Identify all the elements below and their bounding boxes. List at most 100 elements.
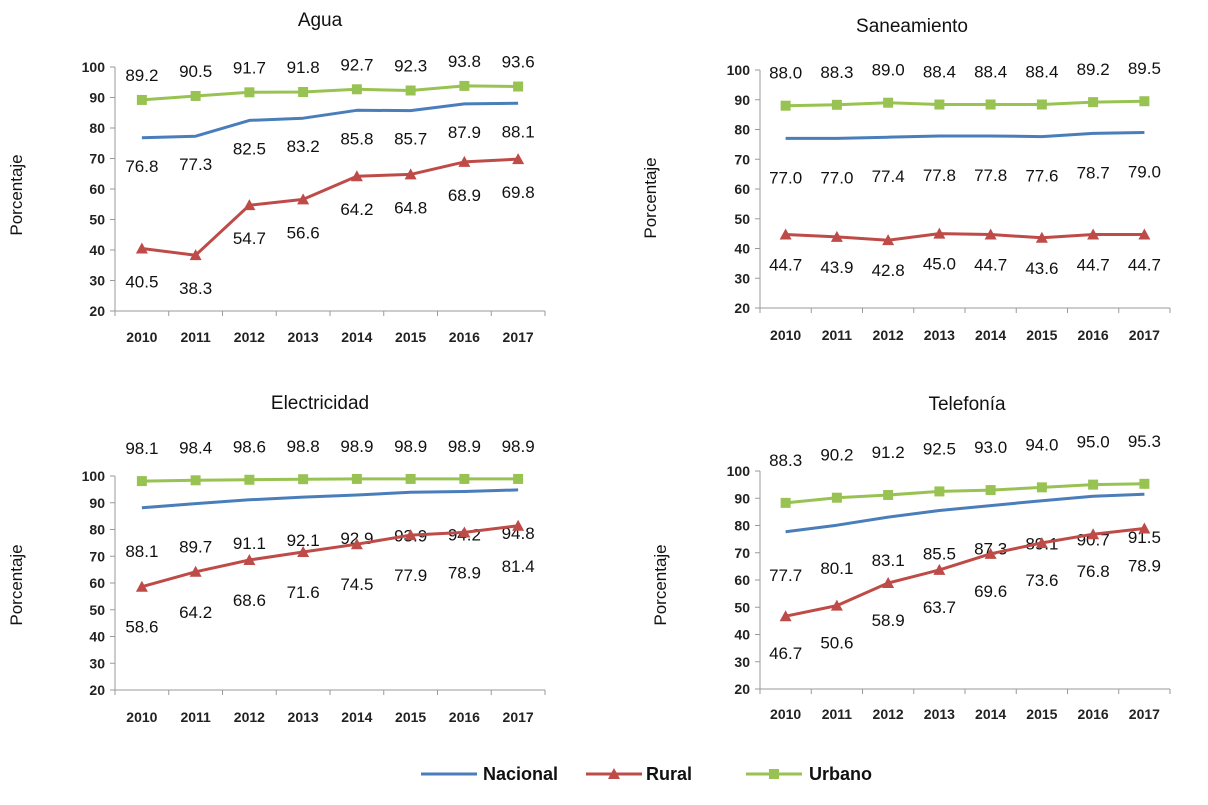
y-tick-label: 80 [734, 122, 750, 138]
data-point-urbano [1088, 479, 1099, 490]
data-label-urbano: 90.5 [179, 62, 212, 81]
data-label-urbano: 93.6 [502, 53, 535, 72]
data-point-urbano [136, 94, 147, 105]
data-point-rural [1035, 536, 1048, 548]
series-rural: 46.7 50.6 58.9 63.7 69.6 73.6 76.8 78.9 [769, 522, 1161, 663]
y-axis-label: Porcentaje [7, 544, 26, 625]
data-point-rural [512, 519, 525, 531]
data-point-rural [984, 547, 997, 559]
x-tick-label: 2014 [975, 706, 1006, 722]
data-label-urbano: 89.0 [872, 61, 905, 80]
legend-label-urbano: Urbano [809, 764, 872, 784]
data-label-nacional: 77.6 [1025, 167, 1058, 186]
data-label-nacional: 80.1 [820, 559, 853, 578]
legend-label-rural: Rural [646, 764, 692, 784]
data-label-nacional: 77.0 [820, 168, 853, 187]
chart-electricidad: Electricidad Porcentaje 20 30 40 50 60 70 80 90 10… [7, 393, 546, 725]
series-line-rural [141, 157, 519, 257]
y-tick-label: 100 [727, 62, 751, 78]
data-point-rural [512, 153, 525, 165]
y-tick-label: 60 [89, 181, 105, 197]
data-label-rural: 44.7 [1128, 256, 1161, 275]
data-label-rural: 68.9 [448, 186, 481, 205]
data-label-nacional: 77.8 [923, 166, 956, 185]
data-label-rural: 58.6 [125, 618, 158, 637]
chart-title: Agua [298, 10, 343, 31]
data-label-rural: 46.7 [769, 644, 802, 663]
y-tick-label: 20 [89, 682, 105, 698]
series-line-rural [785, 527, 1145, 618]
x-tick-label: 2017 [503, 329, 534, 345]
x-tick-label: 2014 [341, 329, 372, 345]
data-point-rural [779, 610, 792, 622]
y-tick-label: 90 [734, 92, 750, 108]
series-rural: 58.6 64.2 68.6 71.6 74.5 77.9 78.9 81.4 [125, 519, 535, 637]
data-point-rural [1138, 228, 1151, 240]
data-label-nacional: 79.0 [1128, 162, 1161, 181]
data-point-urbano [298, 87, 309, 98]
data-point-rural [350, 170, 363, 182]
data-label-urbano: 88.4 [1025, 63, 1058, 82]
legend-marker-rural [608, 768, 620, 779]
data-point-urbano [244, 87, 255, 98]
series-rural: 44.7 43.9 42.8 45.0 44.7 43.6 44.7 44.7 [769, 227, 1161, 280]
data-label-urbano: 95.3 [1128, 432, 1161, 451]
data-point-urbano [780, 100, 791, 111]
y-tick-label: 80 [734, 518, 750, 534]
data-label-urbano: 89.5 [1128, 59, 1161, 78]
x-tick-label: 2013 [288, 709, 319, 725]
y-tick-label: 50 [89, 602, 105, 618]
data-label-rural: 63.7 [923, 598, 956, 617]
y-axis-label: Porcentaje [651, 544, 670, 625]
data-label-rural: 74.5 [340, 575, 373, 594]
data-point-rural [1087, 528, 1100, 540]
data-label-nacional: 85.8 [340, 129, 373, 148]
data-label-urbano: 88.4 [974, 63, 1007, 82]
data-point-rural [882, 234, 895, 246]
x-tick-label: 2014 [341, 709, 372, 725]
x-tick-label: 2015 [395, 709, 426, 725]
data-point-urbano [934, 99, 945, 110]
y-tick-label: 20 [89, 303, 105, 319]
data-point-urbano [1088, 97, 1099, 108]
data-label-nacional: 83.2 [287, 137, 320, 156]
data-label-urbano: 93.0 [974, 438, 1007, 457]
data-label-nacional: 88.1 [502, 122, 535, 141]
data-label-rural: 78.9 [448, 563, 481, 582]
data-point-urbano [1139, 96, 1150, 107]
y-tick-label: 100 [82, 468, 106, 484]
data-point-rural [404, 168, 417, 180]
data-point-urbano [780, 497, 791, 508]
data-point-rural [830, 230, 843, 242]
data-point-urbano [1036, 99, 1047, 110]
data-point-rural [933, 563, 946, 575]
legend-label-nacional: Nacional [483, 764, 558, 784]
data-label-urbano: 98.9 [448, 437, 481, 456]
data-label-nacional: 85.7 [394, 130, 427, 149]
data-point-urbano [985, 99, 996, 110]
y-tick-label: 70 [89, 548, 105, 564]
data-label-urbano: 98.9 [502, 437, 535, 456]
data-point-urbano [351, 84, 362, 95]
x-tick-label: 2011 [822, 327, 853, 343]
data-point-urbano [459, 80, 470, 91]
y-tick-label: 40 [89, 629, 105, 645]
data-point-rural [404, 529, 417, 541]
series-line-nacional [785, 131, 1145, 140]
data-label-nacional: 77.0 [769, 168, 802, 187]
data-label-nacional: 82.5 [233, 139, 266, 158]
data-label-rural: 44.7 [974, 256, 1007, 275]
y-tick-label: 50 [734, 211, 750, 227]
y-tick-label: 60 [734, 181, 750, 197]
data-label-rural: 64.2 [340, 200, 373, 219]
x-tick-label: 2011 [180, 709, 211, 725]
data-point-rural [458, 526, 471, 538]
data-label-rural: 43.9 [820, 258, 853, 277]
data-label-urbano: 88.3 [820, 63, 853, 82]
data-point-urbano [136, 476, 147, 487]
data-label-rural: 81.4 [502, 557, 535, 576]
data-label-rural: 64.2 [179, 603, 212, 622]
y-tick-label: 50 [734, 599, 750, 615]
data-label-nacional: 76.8 [125, 157, 158, 176]
y-tick-label: 30 [734, 270, 750, 286]
